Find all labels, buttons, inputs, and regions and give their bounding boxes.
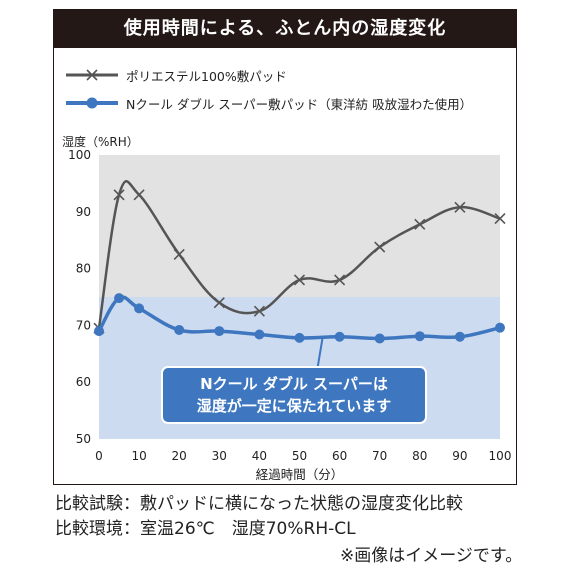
x-tick-30: 30 bbox=[212, 449, 227, 463]
series-0-point-50 bbox=[293, 274, 306, 286]
annotation-text-line-1: Nクール ダブル スーパーは bbox=[200, 375, 388, 393]
footer-note: ※画像はイメージです。 bbox=[340, 546, 523, 566]
series-0-point-100 bbox=[494, 213, 506, 225]
legend-item-polyester: ポリエステル100%敷パッド bbox=[64, 64, 287, 86]
series-1-point-100 bbox=[495, 322, 505, 333]
series-1-point-80 bbox=[414, 331, 425, 342]
series-0-point-20 bbox=[173, 248, 185, 260]
annotation-text-line-2: 湿度が一定に保たれています bbox=[197, 397, 392, 415]
series-1-point-60 bbox=[334, 331, 345, 342]
x-tick-40: 40 bbox=[252, 449, 267, 463]
x-tick-80: 80 bbox=[412, 449, 427, 463]
x-tick-50: 50 bbox=[292, 449, 307, 463]
x-tick-90: 90 bbox=[452, 449, 467, 463]
series-1-point-70 bbox=[374, 333, 385, 344]
y-axis-label: 湿度（%RH） bbox=[62, 134, 139, 149]
series-0-point-90 bbox=[454, 201, 466, 213]
y-tick-80: 80 bbox=[76, 262, 91, 276]
series-0-point-40 bbox=[253, 305, 265, 317]
series-1-point-5 bbox=[114, 293, 125, 304]
legend-circle-marker-icon bbox=[66, 97, 118, 109]
x-tick-100: 100 bbox=[489, 449, 512, 463]
series-1-point-30 bbox=[214, 326, 225, 337]
series-1-point-10 bbox=[134, 303, 145, 314]
footer-test-line: 比較試験：敷パッドに横になった状態の湿度変化比較 bbox=[55, 494, 463, 514]
y-tick-90: 90 bbox=[76, 205, 91, 219]
series-0-point-30 bbox=[213, 297, 225, 309]
series-0-point-10 bbox=[133, 189, 145, 201]
y-tick-60: 60 bbox=[76, 375, 91, 389]
series-1-point-90 bbox=[454, 331, 465, 342]
x-axis-label: 経過時間（分） bbox=[256, 467, 344, 482]
series-0-point-80 bbox=[414, 218, 426, 230]
legend-x-marker-icon bbox=[66, 69, 118, 81]
footer-environment-line: 比較環境：室温26℃ 湿度70%RH-CL bbox=[55, 519, 356, 539]
x-tick-60: 60 bbox=[332, 449, 347, 463]
chart-frame: 使用時間による、ふとん内の湿度変化 ポリエステル100%敷パッド Nクール ダブ… bbox=[53, 9, 517, 485]
series-1-point-40 bbox=[254, 329, 265, 340]
y-tick-100: 100 bbox=[68, 148, 91, 162]
x-tick-0: 0 bbox=[95, 449, 103, 463]
series-1-point-0 bbox=[94, 326, 104, 337]
x-tick-20: 20 bbox=[172, 449, 187, 463]
legend-label-polyester: ポリエステル100%敷パッド bbox=[126, 68, 287, 84]
series-1-point-50 bbox=[294, 332, 305, 343]
annotation-box bbox=[161, 366, 427, 424]
series-0-point-60 bbox=[334, 274, 346, 286]
series-0-point-5 bbox=[113, 189, 125, 201]
y-tick-50: 50 bbox=[76, 432, 91, 446]
x-tick-70: 70 bbox=[372, 449, 387, 463]
series-1-point-20 bbox=[174, 324, 185, 335]
chart-plot: 湿度（%RH） 50 60 70 80 90 100 0 10 20 30 40 50 60 70 80 90 1… bbox=[62, 134, 512, 482]
legend-item-ncool: Nクール ダブル スーパー敷パッド（東洋紡 吸放湿わた使用） bbox=[64, 92, 472, 114]
band-0 bbox=[99, 155, 500, 297]
chart-title: 使用時間による、ふとん内の湿度変化 bbox=[54, 10, 516, 48]
x-tick-10: 10 bbox=[131, 449, 146, 463]
series-0-point-70 bbox=[374, 241, 386, 253]
legend-label-ncool: Nクール ダブル スーパー敷パッド（東洋紡 吸放湿わた使用） bbox=[126, 96, 473, 112]
y-tick-70: 70 bbox=[76, 318, 91, 332]
